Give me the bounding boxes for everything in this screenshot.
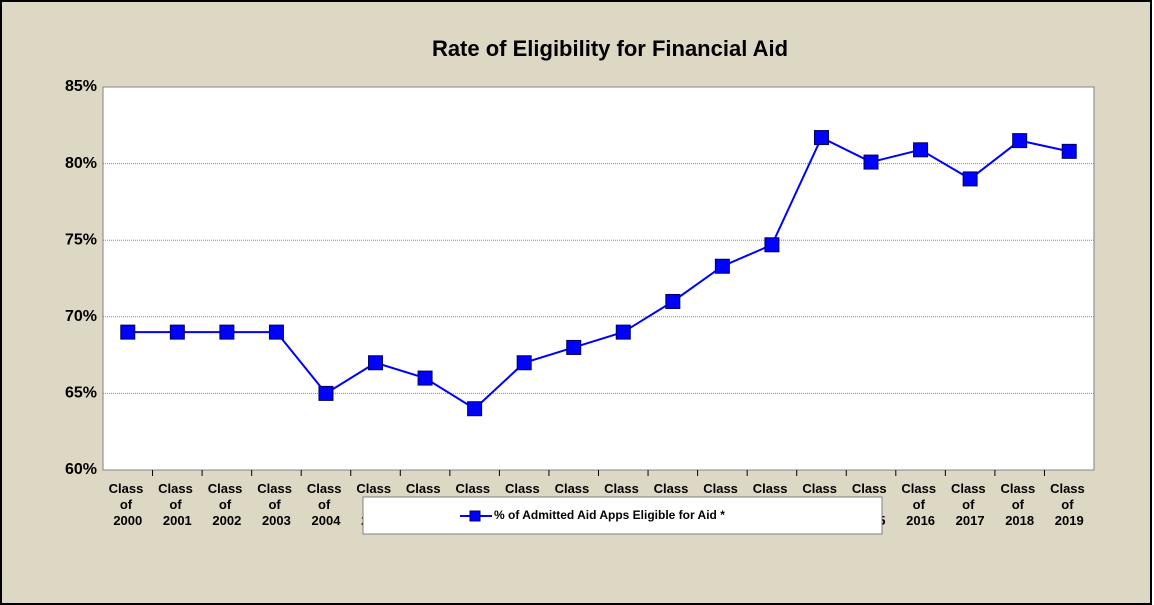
- x-tick-label: Class of 2019: [1050, 481, 1088, 528]
- legend-label: % of Admitted Aid Apps Eligible for Aid …: [494, 508, 725, 522]
- series-line: [127, 136, 1070, 410]
- y-tick-label: 60%: [65, 461, 97, 478]
- x-tick-label: Class of 2016: [901, 481, 939, 528]
- data-point: [764, 237, 780, 253]
- x-tick-label: Class of 2018: [1001, 481, 1039, 528]
- data-point: [813, 130, 829, 146]
- data-point: [1061, 143, 1077, 159]
- y-tick-label: 70%: [65, 308, 97, 325]
- data-point: [566, 339, 582, 355]
- data-point: [318, 385, 334, 401]
- x-tick-label: Class of 2004: [307, 481, 345, 528]
- x-tick-label: Class of 2003: [257, 481, 295, 528]
- x-tick-label: Class of 2001: [158, 481, 196, 528]
- y-tick-label: 85%: [65, 78, 97, 95]
- chart-title: Rate of Eligibility for Financial Aid: [432, 36, 788, 61]
- data-point: [863, 154, 879, 170]
- data-point: [913, 142, 929, 158]
- data-point: [219, 324, 235, 340]
- x-tick-label: Class of 2000: [109, 481, 147, 528]
- data-point: [962, 171, 978, 187]
- data-point: [665, 293, 681, 309]
- data-point: [467, 401, 483, 417]
- x-tick-label: Class of 2002: [208, 481, 246, 528]
- data-point: [417, 370, 433, 386]
- data-point: [169, 324, 185, 340]
- data-point: [714, 258, 730, 274]
- y-tick-label: 75%: [65, 231, 97, 248]
- data-point: [268, 324, 284, 340]
- data-point: [615, 324, 631, 340]
- y-tick-label: 80%: [65, 155, 97, 172]
- data-point: [368, 355, 384, 371]
- data-point: [120, 324, 136, 340]
- plot-area: [102, 86, 1095, 471]
- y-tick-label: 65%: [65, 385, 97, 402]
- x-tick-label: Class of 2017: [951, 481, 989, 528]
- data-point: [516, 355, 532, 371]
- legend-marker: [469, 510, 481, 522]
- data-point: [1012, 133, 1028, 149]
- legend-box: [362, 496, 883, 535]
